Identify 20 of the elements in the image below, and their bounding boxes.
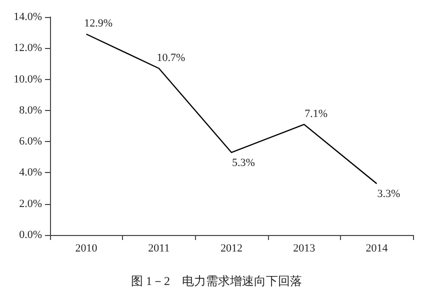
data-label: 12.9% [84,18,113,30]
data-label: 5.3% [232,156,255,169]
x-tick-label: 2011 [148,242,170,254]
text: 图 1－2 电力需求增速向下回落 [131,274,302,288]
y-tick-label: 8.0% [19,104,42,116]
line-series [86,34,378,184]
y-tick-label: 10.0% [14,73,42,86]
x-tick-label: 2010 [75,242,98,254]
y-tick-label: 2.0% [19,198,42,210]
y-tick-label: 14.0% [14,11,42,23]
x-tick-label: 2013 [293,242,316,254]
y-tick-label: 4.0% [19,166,42,179]
y-tick-label: 6.0% [19,136,42,148]
data-label: 10.7% [156,52,186,64]
x-tick-label: 2012 [220,242,242,254]
x-tick-label: 2014 [366,242,388,254]
y-tick-label: 0.0% [19,229,42,241]
data-label: 3.3% [377,188,400,200]
y-tick-label: 12.0% [14,42,42,54]
data-label: 7.1% [304,108,328,120]
